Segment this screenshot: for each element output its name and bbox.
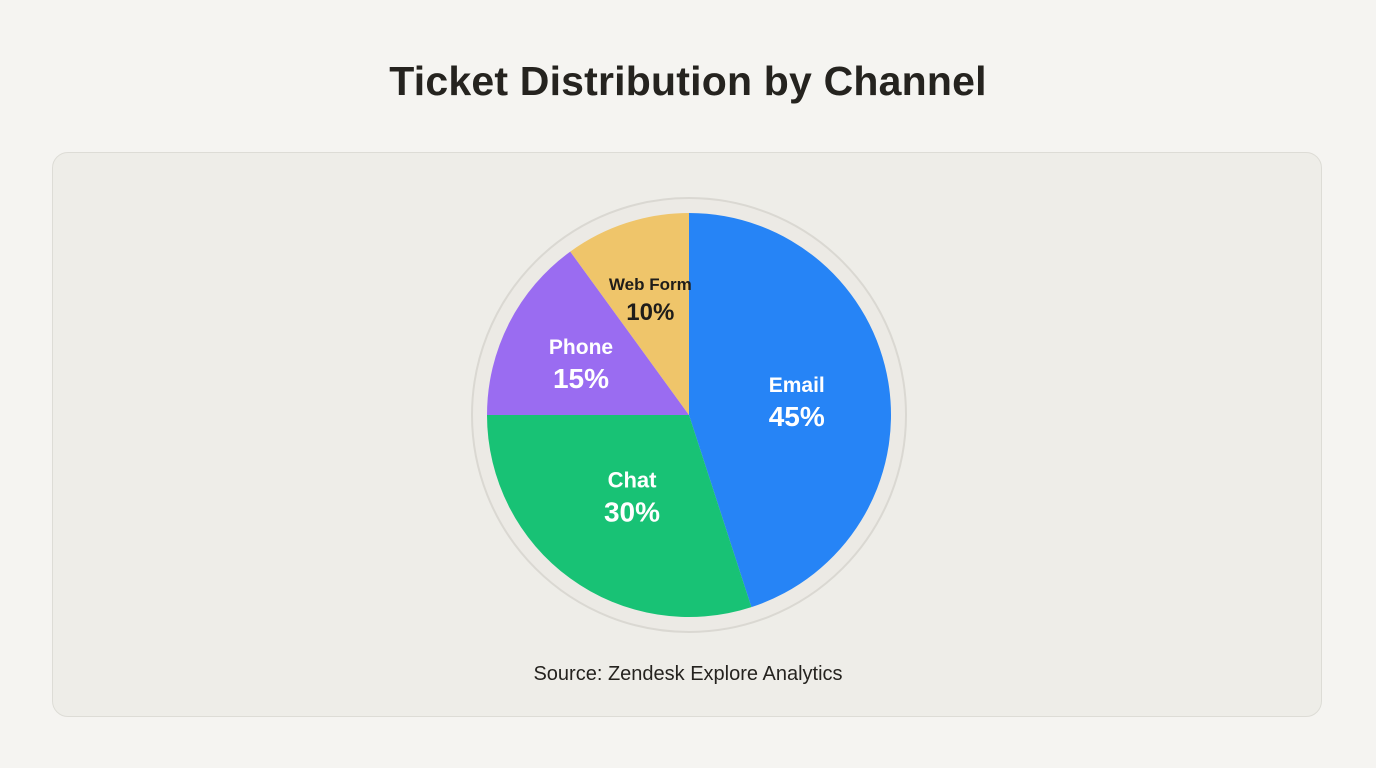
pie-slice-phone [487,251,689,415]
pie-slice-email [689,213,891,608]
pie-chart: Email 45% Chat 30% Phone 15% Web Form 10% [471,197,907,633]
slice-value-phone: 15% [553,363,609,394]
slice-label-web-form: Web Form [609,275,692,294]
chart-card: Email 45% Chat 30% Phone 15% Web Form 10% Sourc… [52,152,1322,717]
pie-slice-web-form [570,213,689,415]
pie-slices [487,213,891,617]
slice-value-email: 45% [769,401,825,432]
page-title: Ticket Distribution by Channel [389,58,987,104]
pie-labels: Email 45% Chat 30% Phone 15% Web Form 10% [549,275,825,528]
pie-slice-chat [487,415,752,617]
slice-label-email: Email [769,374,825,397]
slice-label-phone: Phone [549,336,613,359]
slice-value-web-form: 10% [626,299,674,326]
source-note: Source: Zendesk Explore Analytics [533,663,843,685]
slice-value-chat: 30% [604,496,660,527]
slice-label-chat: Chat [608,467,658,492]
